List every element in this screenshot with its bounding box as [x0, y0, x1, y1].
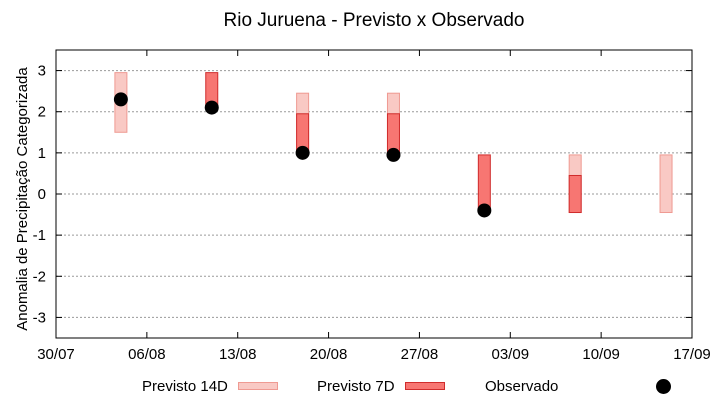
observed-point	[295, 145, 310, 160]
legend-label-14d: Previsto 14D	[142, 377, 228, 395]
observed-point	[386, 147, 401, 162]
x-tick-label: 27/08	[401, 346, 439, 363]
forecast-7d-bars	[205, 72, 582, 214]
chart-title: Rio Juruena - Previsto x Observado	[224, 10, 525, 31]
y-tick-label: 2	[38, 104, 46, 121]
legend-swatch-7d	[404, 382, 445, 390]
observed-point	[113, 92, 128, 107]
legend-item-7d: Previsto 7D	[317, 376, 445, 396]
legend-swatch-14d	[237, 382, 278, 390]
y-tick-label: 1	[38, 145, 46, 162]
x-tick-label: 17/09	[673, 346, 711, 363]
x-tick-label: 03/09	[492, 346, 530, 363]
y-tick-label: -1	[33, 227, 46, 244]
observed-points	[113, 92, 492, 218]
x-ticks: 30/07 06/08 13/08 20/08 27/08 03/09 10/09 17/09	[37, 50, 711, 363]
forecast-7d-bar	[477, 154, 491, 211]
y-tick-label: -3	[33, 309, 46, 326]
y-axis-label: Anomalia de Precipitação Categorizada	[14, 67, 31, 331]
forecast-7d-bar	[568, 174, 582, 214]
legend-item-observed: Observado	[485, 376, 672, 396]
x-tick-label: 30/07	[37, 346, 75, 363]
x-tick-label: 20/08	[310, 346, 348, 363]
observed-point	[204, 100, 219, 115]
grid-lines	[56, 70, 692, 318]
observed-point	[477, 203, 492, 218]
x-tick-label: 06/08	[128, 346, 166, 363]
x-tick-label: 13/08	[219, 346, 257, 363]
y-tick-label: 3	[38, 63, 46, 80]
forecast-14d-bar	[659, 154, 673, 214]
y-tick-label: -2	[33, 268, 46, 285]
x-tick-label: 10/09	[582, 346, 620, 363]
legend-marker-observed	[656, 378, 672, 394]
legend-label-7d: Previsto 7D	[317, 377, 395, 395]
legend-item-14d: Previsto 14D	[142, 376, 278, 396]
legend-label-observed: Observado	[485, 377, 559, 395]
y-ticks: 3 2 1 0 -1 -2 -3	[33, 63, 692, 326]
y-tick-label: 0	[38, 186, 46, 203]
legend: Previsto 14D Previsto 7D Observado	[0, 376, 720, 396]
